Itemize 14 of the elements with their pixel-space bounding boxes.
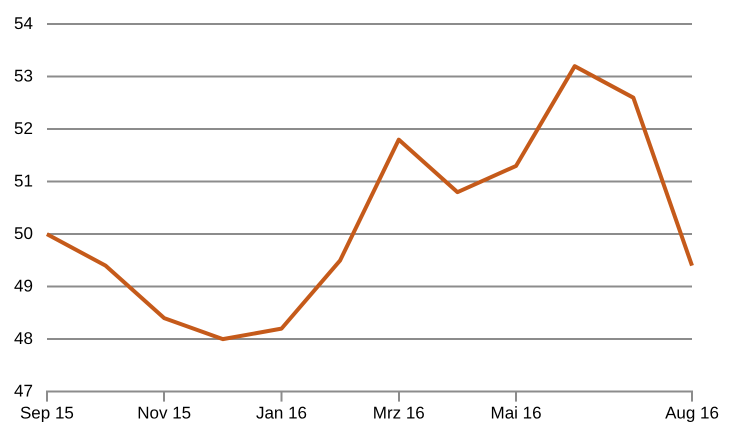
x-tick-label: Mrz 16 — [372, 403, 425, 422]
y-tick-label: 48 — [14, 328, 33, 348]
y-tick-label: 49 — [14, 276, 33, 296]
x-tick-label: Sep 15 — [20, 403, 74, 422]
y-tick-label: 52 — [14, 118, 33, 138]
x-tick-label: Mai 16 — [490, 403, 542, 422]
y-tick-label: 53 — [14, 66, 33, 86]
y-tick-label: 47 — [14, 381, 33, 400]
x-tick-label: Jan 16 — [256, 403, 308, 422]
y-tick-label: 50 — [14, 224, 33, 243]
x-tick-label: Aug 16 — [665, 403, 719, 422]
y-tick-label: 51 — [14, 171, 33, 190]
y-tick-label: 54 — [14, 14, 33, 33]
x-tick-label: Nov 15 — [137, 403, 192, 422]
